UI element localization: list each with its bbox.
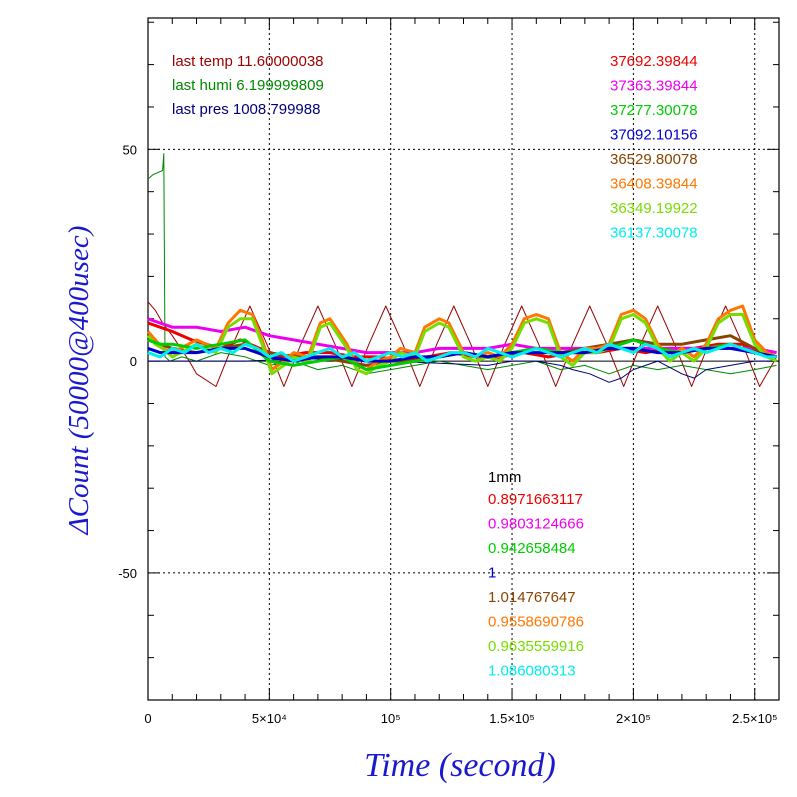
counts-legend-entry: 37092.10156 (610, 127, 698, 144)
factor-legend-entry: 1 (488, 565, 496, 582)
y-tick-label: 0 (130, 354, 137, 369)
counts-legend-entry: 36137.30078 (610, 225, 698, 242)
factor-legend-entry: 0.9635559916 (488, 638, 584, 655)
counts-legend-entry: 36349.19922 (610, 200, 698, 217)
factor-legend-entry: 0.942658484 (488, 540, 576, 557)
x-tick-label: 10⁵ (381, 711, 401, 726)
factor-header: 1mm (488, 469, 521, 486)
series-line (147, 342, 777, 363)
factor-legend-entry: 0.8971663117 (488, 491, 583, 508)
y-tick-label: -50 (118, 566, 137, 581)
counts-legend-entry: 37277.30078 (610, 102, 698, 119)
environment-label: last humi 6.199999809 (172, 77, 324, 94)
x-axis-title: Time (second) (364, 747, 556, 784)
counts-legend-entry: 37363.39844 (610, 78, 698, 95)
series-line (147, 153, 777, 375)
x-tick-label: 0 (144, 711, 151, 726)
x-tick-labels: 0 5×10⁴ 10⁵ 1.5×10⁵ 2×10⁵ 2.5×10⁵ (144, 711, 777, 726)
legends: last temp 11.60000038 last humi 6.1999998… (172, 53, 698, 680)
environment-label: last pres 1008.799988 (172, 101, 320, 118)
counts-legend-entry: 36408.39844 (610, 176, 698, 193)
y-axis-title: ΔCount (50000@400usec) (63, 226, 95, 536)
x-tick-label: 2×10⁵ (616, 711, 651, 726)
y-tick-label: 50 (123, 142, 137, 157)
factor-legend-entry: 0.9558690786 (488, 614, 584, 631)
x-tick-label: 1.5×10⁵ (489, 711, 535, 726)
plot-frame (147, 17, 780, 701)
factor-legend-entry: 1.086080313 (488, 663, 576, 680)
series-lines (146, 153, 778, 387)
y-tick-labels: 50 0 -50 (118, 142, 137, 581)
series-line (147, 317, 777, 355)
counts-legend-entry: 37692.39844 (610, 53, 698, 70)
environment-label: last temp 11.60000038 (172, 53, 324, 70)
factor-legend-entry: 0.9803124666 (488, 516, 584, 533)
series-line (146, 313, 778, 376)
x-tick-label: 5×10⁴ (252, 711, 287, 726)
series-line (147, 346, 777, 363)
counts-legend-entry: 36529.80078 (610, 151, 698, 168)
x-tick-label: 2.5×10⁵ (732, 711, 778, 726)
factor-legend-entry: 1.014767647 (488, 589, 576, 606)
